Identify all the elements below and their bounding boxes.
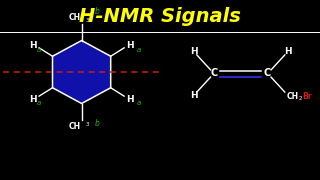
Text: 3: 3: [85, 122, 89, 127]
Text: b: b: [95, 8, 100, 17]
Text: H: H: [29, 95, 37, 104]
Text: CH: CH: [286, 92, 299, 101]
Text: CH: CH: [69, 13, 81, 22]
Text: C: C: [264, 69, 271, 78]
Text: H: H: [284, 46, 292, 55]
Text: H: H: [126, 95, 134, 104]
Text: Br: Br: [302, 92, 312, 101]
Text: a: a: [36, 100, 41, 106]
Text: 2: 2: [299, 96, 302, 101]
Polygon shape: [52, 40, 111, 104]
Text: H: H: [190, 46, 197, 55]
Text: H: H: [29, 41, 37, 50]
Text: H: H: [126, 41, 134, 50]
Text: b: b: [95, 118, 100, 127]
Text: a: a: [137, 47, 141, 53]
Text: 3: 3: [85, 18, 89, 23]
Text: H-NMR Signals: H-NMR Signals: [79, 8, 241, 26]
Text: CH: CH: [69, 122, 81, 131]
Text: H: H: [190, 91, 197, 100]
Text: a: a: [36, 47, 41, 53]
Text: a: a: [137, 100, 141, 106]
Text: C: C: [211, 69, 218, 78]
